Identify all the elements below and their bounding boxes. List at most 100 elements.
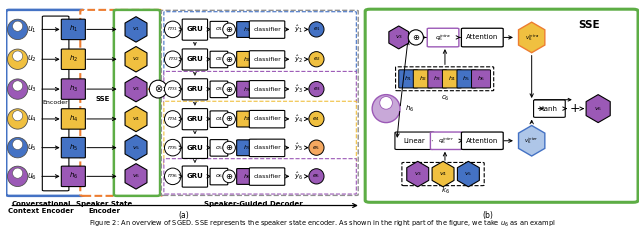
FancyBboxPatch shape bbox=[164, 101, 356, 165]
Text: Figure 2: An overview of SGED. SSE represents the speaker state encoder. As show: Figure 2: An overview of SGED. SSE repre… bbox=[90, 218, 556, 228]
FancyBboxPatch shape bbox=[237, 81, 257, 97]
Text: $h_2$: $h_2$ bbox=[243, 55, 251, 64]
Ellipse shape bbox=[13, 81, 22, 91]
FancyBboxPatch shape bbox=[237, 140, 257, 156]
Text: $\hat{y}_6$: $\hat{y}_6$ bbox=[294, 170, 303, 182]
Text: classifier: classifier bbox=[253, 174, 281, 179]
Text: $m_2$: $m_2$ bbox=[168, 55, 178, 63]
Ellipse shape bbox=[164, 81, 181, 97]
Ellipse shape bbox=[309, 140, 324, 155]
Text: $h_6$: $h_6$ bbox=[406, 103, 415, 114]
FancyBboxPatch shape bbox=[80, 10, 163, 196]
Polygon shape bbox=[125, 17, 147, 42]
Text: $h_4$: $h_4$ bbox=[243, 115, 251, 123]
Text: ⊕: ⊕ bbox=[412, 33, 419, 42]
FancyBboxPatch shape bbox=[250, 110, 285, 128]
Text: classifier: classifier bbox=[253, 116, 281, 122]
FancyBboxPatch shape bbox=[461, 132, 503, 149]
Text: ⊕: ⊕ bbox=[225, 114, 232, 123]
Text: GRU: GRU bbox=[186, 145, 204, 151]
Text: Context Encoder: Context Encoder bbox=[8, 208, 74, 214]
Text: $v_3$: $v_3$ bbox=[413, 170, 422, 178]
Ellipse shape bbox=[223, 83, 236, 95]
Ellipse shape bbox=[164, 21, 181, 38]
Text: ⊗: ⊗ bbox=[154, 84, 162, 94]
Text: $v_3$: $v_3$ bbox=[132, 85, 140, 93]
Ellipse shape bbox=[309, 111, 324, 127]
FancyBboxPatch shape bbox=[164, 71, 356, 107]
Text: GRU: GRU bbox=[186, 173, 204, 179]
Text: Encoder: Encoder bbox=[88, 208, 120, 214]
Text: $\hat{y}_5$: $\hat{y}_5$ bbox=[294, 142, 303, 153]
Text: $m_4$: $m_4$ bbox=[168, 115, 178, 123]
Ellipse shape bbox=[380, 97, 392, 109]
Text: classifier: classifier bbox=[253, 57, 281, 62]
Text: $\hat{y}_4$: $\hat{y}_4$ bbox=[294, 113, 303, 125]
Text: ⊕: ⊕ bbox=[225, 55, 232, 64]
Polygon shape bbox=[389, 26, 408, 49]
Text: $h_2$: $h_2$ bbox=[419, 74, 427, 83]
Text: $h_6$: $h_6$ bbox=[68, 171, 78, 181]
Text: Attention: Attention bbox=[466, 138, 499, 144]
Ellipse shape bbox=[164, 111, 181, 127]
Polygon shape bbox=[518, 125, 545, 156]
Text: $\hat{y}_3$: $\hat{y}_3$ bbox=[294, 83, 303, 95]
Polygon shape bbox=[407, 161, 429, 187]
Text: $u_6$: $u_6$ bbox=[27, 171, 36, 182]
Text: $m_6$: $m_6$ bbox=[168, 172, 178, 180]
Text: ⊕: ⊕ bbox=[225, 143, 232, 152]
Text: ⊕: ⊕ bbox=[225, 172, 232, 181]
Polygon shape bbox=[125, 76, 147, 102]
Text: $e_1$: $e_1$ bbox=[312, 25, 321, 33]
FancyBboxPatch shape bbox=[237, 21, 257, 37]
Text: $h_4$: $h_4$ bbox=[68, 114, 78, 124]
Text: ⊕: ⊕ bbox=[225, 85, 232, 94]
FancyBboxPatch shape bbox=[164, 159, 356, 194]
Text: $v_4$: $v_4$ bbox=[132, 115, 140, 123]
Ellipse shape bbox=[13, 168, 22, 178]
Text: $u_2$: $u_2$ bbox=[27, 54, 36, 64]
Text: $o_3$: $o_3$ bbox=[215, 85, 223, 93]
Text: (b): (b) bbox=[482, 211, 493, 220]
Text: classifier: classifier bbox=[253, 145, 281, 150]
Text: $h_4$: $h_4$ bbox=[448, 74, 456, 83]
Text: (a): (a) bbox=[178, 211, 189, 220]
Ellipse shape bbox=[149, 80, 167, 98]
Text: $h_3$: $h_3$ bbox=[433, 74, 442, 83]
Ellipse shape bbox=[408, 30, 424, 45]
Text: $c_6$: $c_6$ bbox=[440, 94, 449, 103]
Text: $u_3$: $u_3$ bbox=[27, 84, 36, 94]
Ellipse shape bbox=[8, 109, 28, 129]
FancyBboxPatch shape bbox=[61, 79, 85, 99]
Ellipse shape bbox=[8, 166, 28, 186]
FancyBboxPatch shape bbox=[534, 100, 565, 117]
FancyBboxPatch shape bbox=[413, 70, 432, 88]
Text: $m_5$: $m_5$ bbox=[168, 144, 178, 152]
FancyBboxPatch shape bbox=[442, 70, 461, 88]
FancyBboxPatch shape bbox=[210, 168, 228, 185]
Polygon shape bbox=[125, 164, 147, 189]
Ellipse shape bbox=[8, 49, 28, 70]
Text: Conversational: Conversational bbox=[12, 201, 71, 207]
Ellipse shape bbox=[164, 51, 181, 67]
Text: $u_4$: $u_4$ bbox=[27, 114, 36, 124]
Text: $m_1$: $m_1$ bbox=[168, 25, 178, 33]
Text: $o_1$: $o_1$ bbox=[215, 25, 223, 33]
Ellipse shape bbox=[8, 19, 28, 40]
FancyBboxPatch shape bbox=[182, 109, 207, 130]
Text: $v_5$: $v_5$ bbox=[464, 170, 472, 178]
Polygon shape bbox=[125, 106, 147, 132]
Text: $v_6$: $v_6$ bbox=[132, 172, 140, 180]
Ellipse shape bbox=[13, 111, 22, 121]
Ellipse shape bbox=[13, 21, 22, 31]
Text: $h_6$: $h_6$ bbox=[477, 74, 485, 83]
Text: $h_1$: $h_1$ bbox=[404, 74, 412, 83]
FancyBboxPatch shape bbox=[61, 19, 85, 40]
Text: $e_6$: $e_6$ bbox=[312, 172, 321, 180]
Ellipse shape bbox=[372, 95, 400, 123]
Text: $q_6^{intra}$: $q_6^{intra}$ bbox=[435, 32, 451, 43]
Text: Attention: Attention bbox=[466, 34, 499, 40]
FancyBboxPatch shape bbox=[365, 9, 638, 202]
Text: $o_5$: $o_5$ bbox=[215, 144, 223, 152]
FancyBboxPatch shape bbox=[182, 49, 207, 70]
